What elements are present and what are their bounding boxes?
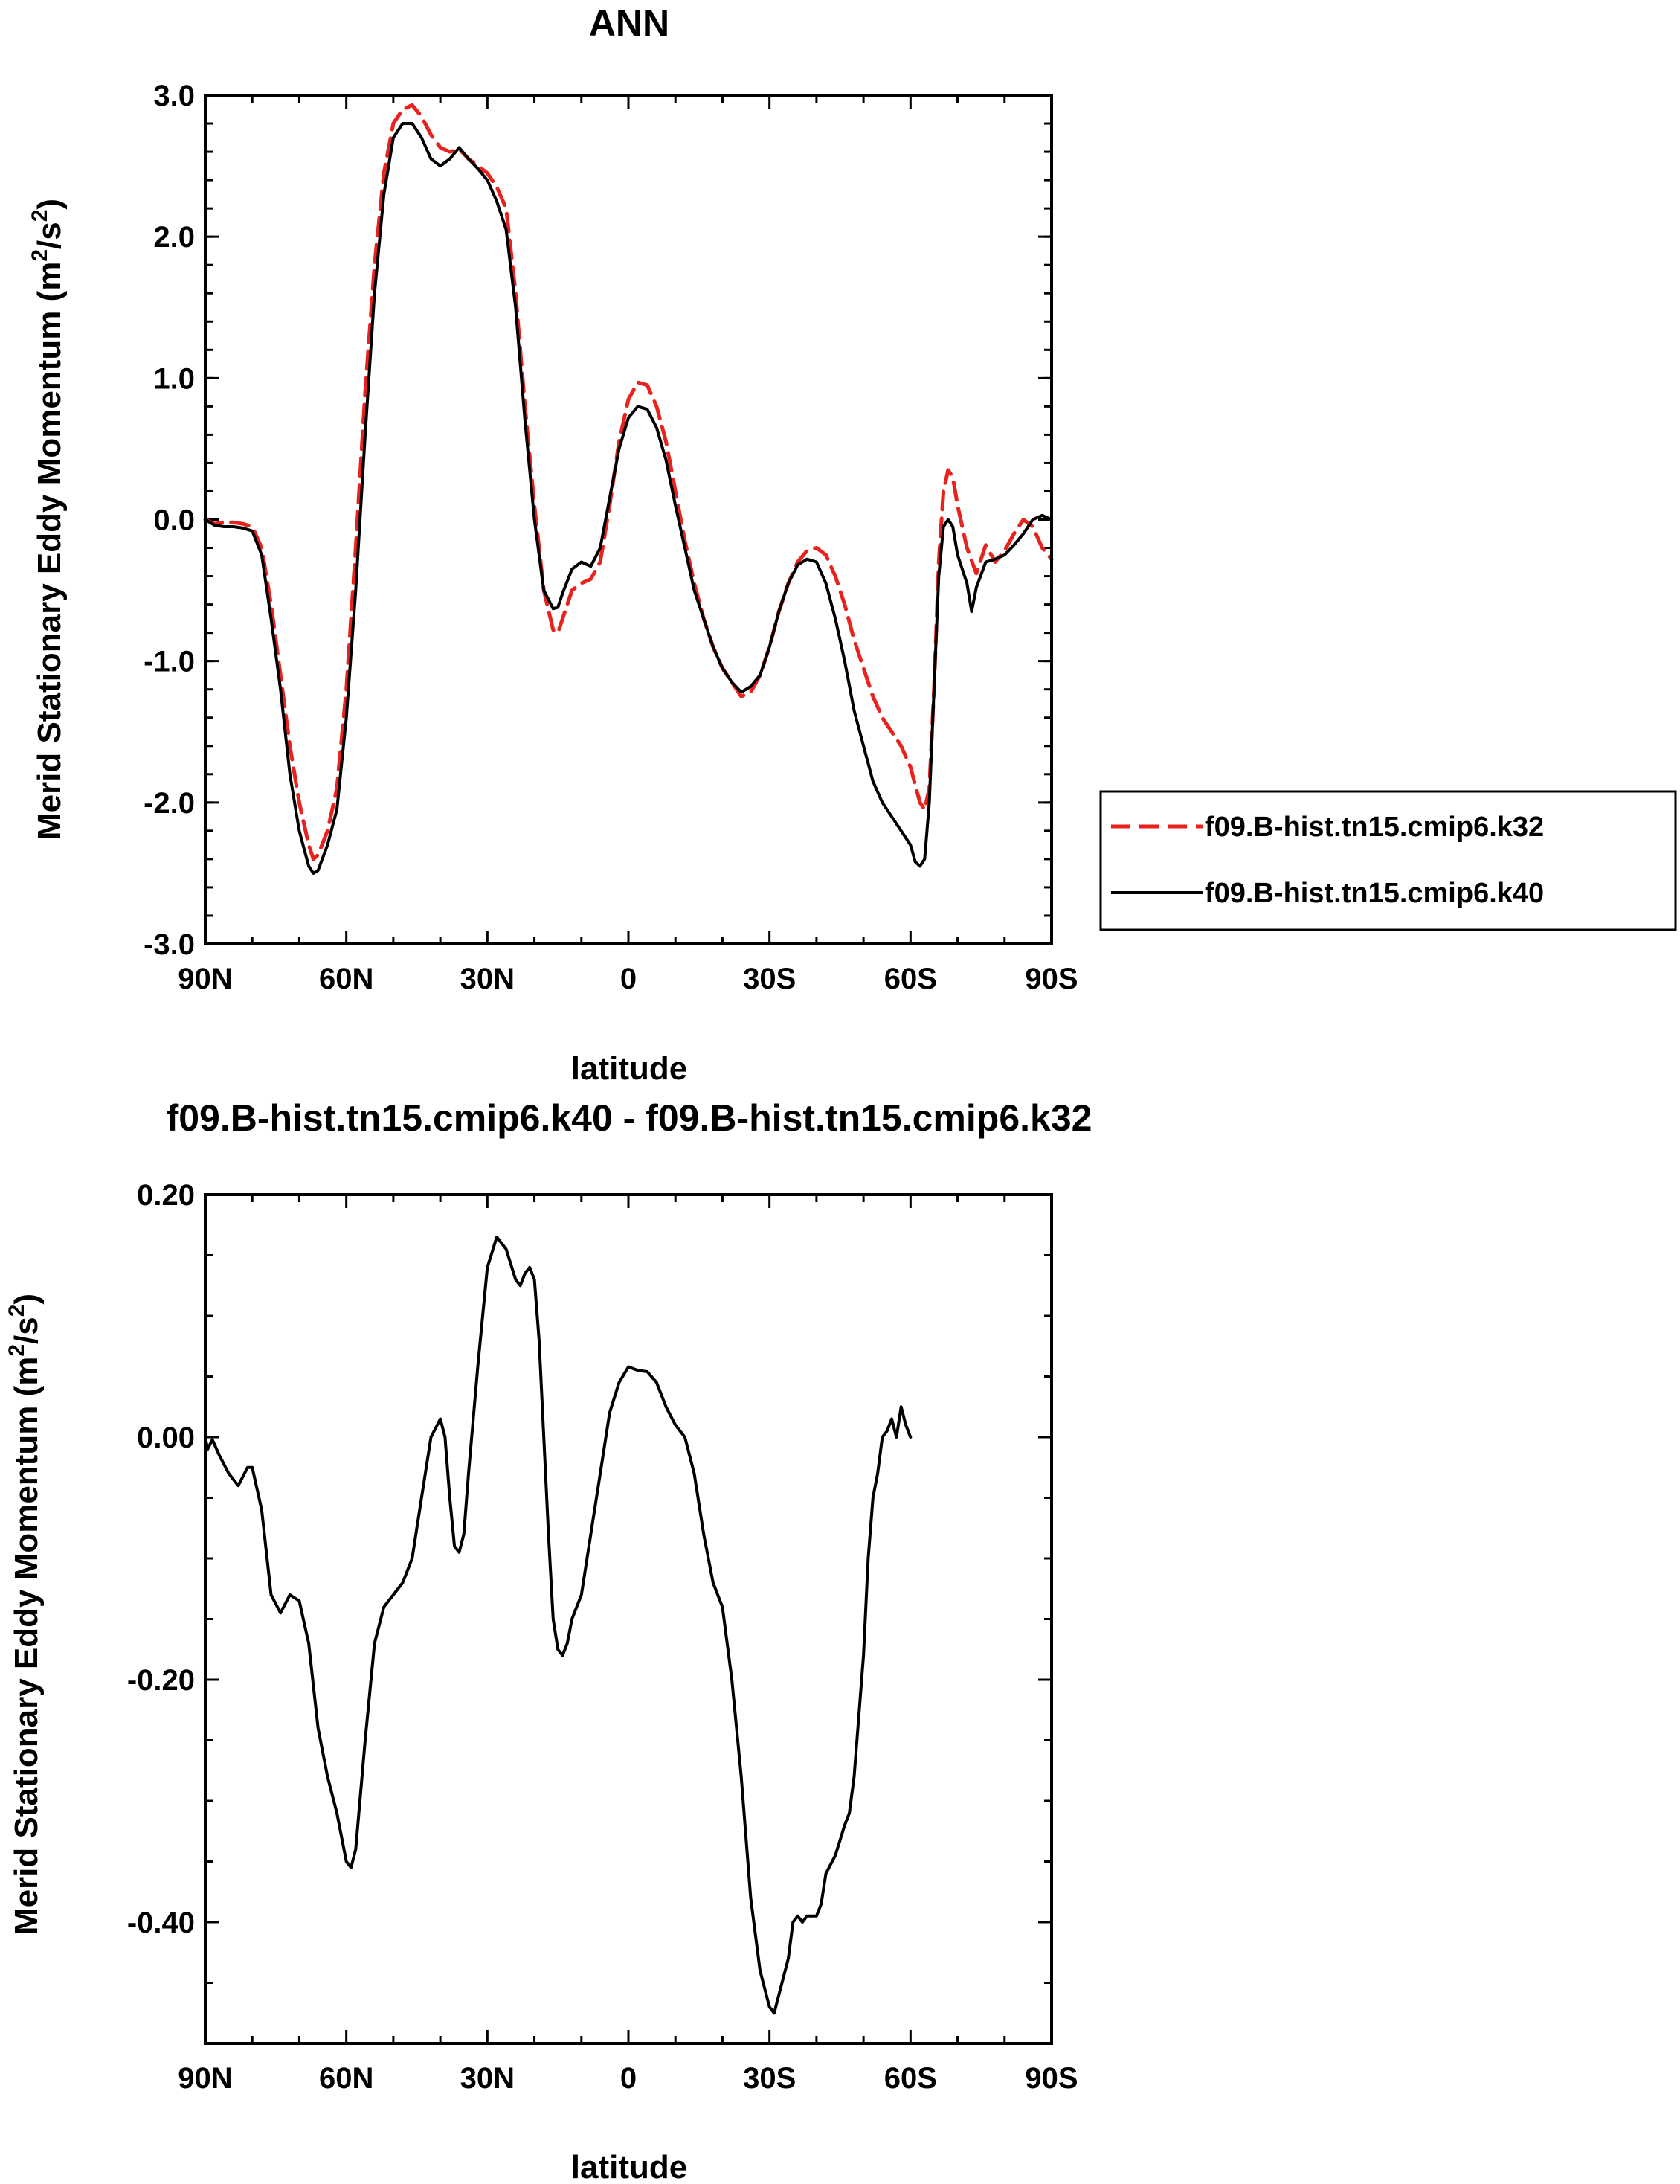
x-tick-label: 90N (178, 963, 232, 995)
y-axis-title: Merid Stationary Eddy Momentum (m2/s2) (4, 1294, 45, 1935)
y-axis-title-end: ) (8, 1294, 45, 1305)
x-tick-label: 60N (319, 963, 373, 995)
x-tick-label: 30S (743, 2062, 796, 2095)
chart-title: f09.B-hist.tn15.cmip6.k40 - f09.B-hist.t… (167, 1097, 1092, 1139)
legend-label-k32: f09.B-hist.tn15.cmip6.k32 (1205, 812, 1544, 843)
y-tick-label: 0.00 (137, 1422, 195, 1454)
x-tick-label: 0 (620, 2062, 637, 2095)
y-tick-label: -0.40 (127, 1907, 195, 1939)
y-axis-title: Merid Stationary Eddy Momentum (m2/s2) (28, 199, 68, 840)
series-line-1 (204, 122, 1053, 875)
x-axis-title: latitude (571, 2149, 687, 2184)
legend-label-k40: f09.B-hist.tn15.cmip6.k40 (1205, 878, 1544, 909)
chart-top: ANN Merid Stationary Eddy Momentum (m2/s… (28, 2, 1677, 1087)
tick-layer: 90N 60N 30N 0 30S 60S 90S 0.20 0.00 -0.20 -0.40 (127, 1179, 1078, 2095)
y-tick-label: -0.20 (127, 1664, 195, 1697)
series-line-0 (204, 1236, 913, 2015)
chart-bottom: f09.B-hist.tn15.cmip6.k40 - f09.B-hist.t… (4, 1097, 1092, 2184)
x-axis-title: latitude (571, 1050, 687, 1087)
y-axis-title-base: Merid Stationary Eddy Momentum (m (31, 262, 68, 840)
y-axis-title-mid: /s (8, 1317, 45, 1344)
y-tick-label: 2.0 (153, 221, 195, 254)
x-tick-label: 30N (460, 2062, 515, 2095)
series-layer (204, 1236, 913, 2015)
y-axis-title-end: ) (31, 199, 68, 210)
svg-text:Merid Stationary Eddy Momentum: Merid Stationary Eddy Momentum (m2/s2) (28, 199, 68, 840)
plot-frame (204, 1193, 1053, 2045)
x-tick-label: 60S (884, 2062, 937, 2095)
tick-layer: 90N 60N 30N 0 30S 60S 90S 3.0 2.0 1.0 0.0 -1.0 -2.0 -… (144, 80, 1078, 995)
y-axis-title-exp2: 2 (4, 1305, 29, 1317)
y-tick-label: -2.0 (144, 787, 195, 820)
x-tick-label: 90S (1025, 963, 1078, 995)
chart-title: ANN (589, 2, 669, 44)
x-tick-label: 90N (178, 2062, 232, 2095)
legend-box (1099, 790, 1677, 931)
y-axis-title-mid: /s (31, 222, 68, 249)
y-axis-title-exp1: 2 (28, 249, 52, 262)
plot-frame (204, 94, 1053, 945)
x-tick-label: 90S (1025, 2062, 1078, 2095)
y-tick-label: 0.0 (153, 504, 195, 537)
y-axis-title-base: Merid Stationary Eddy Momentum (m (8, 1357, 45, 1935)
y-tick-label: -3.0 (144, 928, 195, 961)
x-tick-label: 60S (884, 963, 937, 995)
y-tick-label: 0.20 (137, 1179, 195, 1212)
y-axis-title-exp1: 2 (4, 1344, 29, 1357)
svg-text:Merid Stationary Eddy Momentum: Merid Stationary Eddy Momentum (m2/s2) (4, 1294, 45, 1935)
x-tick-label: 0 (620, 963, 637, 995)
series-layer (203, 103, 1054, 875)
y-axis-title-exp2: 2 (28, 210, 52, 222)
legend: f09.B-hist.tn15.cmip6.k32 f09.B-hist.tn1… (1099, 790, 1677, 931)
y-tick-label: -1.0 (144, 646, 195, 678)
x-tick-label: 30N (460, 963, 515, 995)
y-tick-label: 1.0 (153, 362, 195, 395)
series-line-0 (203, 103, 1054, 861)
x-tick-label: 60N (319, 2062, 373, 2095)
x-tick-label: 30S (743, 963, 796, 995)
y-tick-label: 3.0 (153, 80, 195, 112)
